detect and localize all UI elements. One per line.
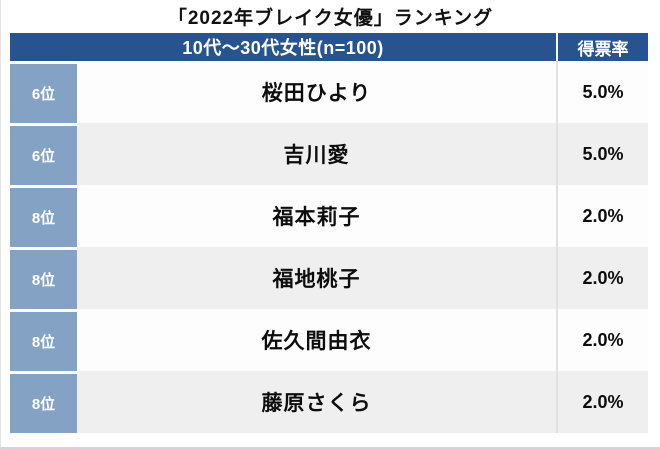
vote-rate-cell: 2.0%	[556, 247, 648, 309]
vote-rate-cell: 2.0%	[556, 309, 648, 371]
ranking-table: 10代〜30代女性(n=100) 得票率 6位 桜田ひより 5.0% 6位 吉川…	[10, 33, 648, 433]
vote-rate-cell: 2.0%	[556, 185, 648, 247]
rank-cell: 8位	[10, 185, 77, 247]
rank-cell: 8位	[10, 247, 77, 309]
actress-name-cell: 佐久間由衣	[77, 309, 556, 371]
vote-rate-cell: 5.0%	[556, 123, 648, 185]
column-header-demographic: 10代〜30代女性(n=100)	[10, 33, 556, 61]
actress-name-cell: 藤原さくら	[77, 371, 556, 433]
rank-cell: 8位	[10, 371, 77, 433]
table-row: 8位 福本莉子 2.0%	[10, 185, 648, 247]
actress-name-cell: 桜田ひより	[77, 61, 556, 123]
table-row: 8位 藤原さくら 2.0%	[10, 371, 648, 433]
table-header-row: 10代〜30代女性(n=100) 得票率	[10, 33, 648, 61]
column-header-vote-rate: 得票率	[556, 33, 648, 61]
vote-rate-cell: 5.0%	[556, 61, 648, 123]
table-row: 6位 桜田ひより 5.0%	[10, 61, 648, 123]
actress-name-cell: 福地桃子	[77, 247, 556, 309]
rank-cell: 6位	[10, 123, 77, 185]
actress-name-cell: 福本莉子	[77, 185, 556, 247]
rank-cell: 6位	[10, 61, 77, 123]
vote-rate-cell: 2.0%	[556, 371, 648, 433]
page-title: 「2022年ブレイク女優」ランキング	[167, 8, 494, 29]
rank-cell: 8位	[10, 309, 77, 371]
actress-name-cell: 吉川愛	[77, 123, 556, 185]
table-row: 8位 福地桃子 2.0%	[10, 247, 648, 309]
table-row: 6位 吉川愛 5.0%	[10, 123, 648, 185]
table-row: 8位 佐久間由衣 2.0%	[10, 309, 648, 371]
